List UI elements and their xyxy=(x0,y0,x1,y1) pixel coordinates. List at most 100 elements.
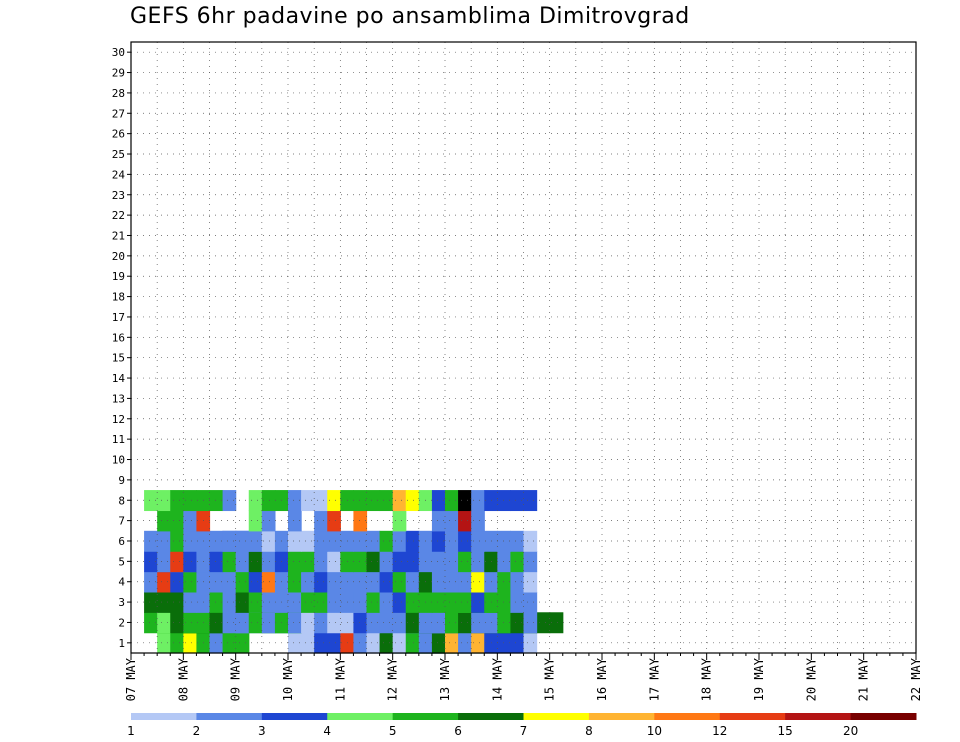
heatmap-cell xyxy=(392,490,407,512)
heatmap-cell xyxy=(523,612,538,634)
x-axis: 07 MAY 08 MAY 09 MAY 10 MAY 11 MAY 12 MAY 13 M… xyxy=(124,653,923,701)
heatmap-cell xyxy=(183,591,198,613)
heatmap-cell xyxy=(248,571,263,593)
heatmap-cell xyxy=(379,490,394,512)
heatmap-cell xyxy=(261,551,276,573)
heatmap-cell xyxy=(458,612,472,634)
heatmap-cell xyxy=(288,490,302,512)
heatmap-cell xyxy=(523,571,538,593)
heatmap-cell xyxy=(235,591,250,613)
heatmap-cell xyxy=(471,632,485,654)
heatmap-cell xyxy=(497,591,512,613)
heatmap-cell xyxy=(523,530,538,552)
heatmap-cell xyxy=(327,612,341,634)
heatmap-cell xyxy=(157,530,171,552)
heatmap-cell xyxy=(157,632,171,654)
colorbar-swatch xyxy=(392,713,459,720)
heatmap-cell xyxy=(183,551,198,573)
y-tick-label: 1 xyxy=(118,637,125,650)
heatmap-cell xyxy=(170,632,184,654)
colorbar-swatch xyxy=(196,713,263,720)
heatmap-cell xyxy=(523,551,538,573)
heatmap-cell xyxy=(288,632,302,654)
heatmap-cell xyxy=(144,571,158,593)
heatmap-cell xyxy=(301,551,315,573)
heatmap-cell xyxy=(510,530,525,552)
heatmap-cell xyxy=(222,571,237,593)
heatmap-cell xyxy=(144,612,158,634)
heatmap-cell xyxy=(510,632,525,654)
colorbar-swatch xyxy=(719,713,786,720)
heatmap-cell xyxy=(314,490,328,512)
heatmap-cell xyxy=(301,490,315,512)
heatmap-cell xyxy=(471,571,485,593)
heatmap-cell xyxy=(405,490,420,512)
heatmap-cell xyxy=(248,612,263,634)
colorbar-swatch xyxy=(327,713,394,720)
heatmap-cell xyxy=(170,551,184,573)
colorbar-label: 6 xyxy=(454,724,462,738)
heatmap-cell xyxy=(392,530,407,552)
heatmap-cell xyxy=(327,490,341,512)
colorbar-label: 10 xyxy=(647,724,662,738)
x-tick-label: 15 MAY xyxy=(543,657,557,701)
y-tick-label: 8 xyxy=(118,494,125,507)
heatmap-cell xyxy=(497,551,512,573)
heatmap-cell xyxy=(497,530,512,552)
heatmap-cell xyxy=(445,490,459,512)
heatmap-cell xyxy=(497,571,512,593)
heatmap-cell xyxy=(431,490,446,512)
heatmap-cell xyxy=(392,612,407,634)
y-tick-label: 15 xyxy=(112,352,125,365)
heatmap-cell xyxy=(366,571,381,593)
heatmap-cell xyxy=(510,490,525,512)
colorbar: 1 2 3 4 5 6 7 8 10 12 15 20 xyxy=(127,713,917,738)
heatmap-cell xyxy=(261,510,276,532)
heatmap-cell xyxy=(248,510,263,532)
heatmap-cell xyxy=(458,551,472,573)
heatmap-cell xyxy=(314,632,328,654)
heatmap-cell xyxy=(209,571,224,593)
x-tick-label: 22 MAY xyxy=(909,657,923,701)
heatmap-cell xyxy=(431,612,446,634)
heatmap-cell xyxy=(288,530,302,552)
heatmap-cell xyxy=(170,571,184,593)
heatmap-cell xyxy=(183,632,198,654)
colorbar-label: 12 xyxy=(712,724,727,738)
heatmap-cell xyxy=(235,632,250,654)
heatmap-cell xyxy=(222,591,237,613)
x-tick-label: 14 MAY xyxy=(490,657,504,701)
heatmap-cell xyxy=(261,591,276,613)
y-tick-label: 26 xyxy=(112,128,125,141)
heatmap-cell xyxy=(445,612,459,634)
heatmap-cell xyxy=(458,530,472,552)
heatmap-cell xyxy=(235,612,250,634)
y-tick-label: 6 xyxy=(118,535,125,548)
heatmap-cell xyxy=(366,490,381,512)
heatmap-cell xyxy=(431,551,446,573)
heatmap-cell xyxy=(458,632,472,654)
heatmap-cell xyxy=(523,632,538,654)
heatmap-cell xyxy=(379,530,394,552)
heatmap-cell xyxy=(261,571,276,593)
y-tick-label: 2 xyxy=(118,616,125,629)
y-tick-label: 16 xyxy=(112,331,125,344)
y-tick-label: 10 xyxy=(112,454,125,467)
heatmap-cell xyxy=(170,612,184,634)
heatmap-cell xyxy=(144,490,158,512)
heatmap-cell xyxy=(536,612,551,634)
y-tick-label: 30 xyxy=(112,46,125,59)
heatmap-cell xyxy=(157,571,171,593)
x-tick-label: 16 MAY xyxy=(595,657,609,701)
y-tick-label: 23 xyxy=(112,189,125,202)
y-tick-label: 22 xyxy=(112,209,125,222)
y-tick-label: 11 xyxy=(112,433,125,446)
y-tick-label: 13 xyxy=(112,392,125,405)
heatmap-cell xyxy=(183,612,198,634)
heatmap-cell xyxy=(497,612,512,634)
heatmap-cell xyxy=(445,510,459,532)
heatmap-cell xyxy=(209,612,224,634)
colorbar-label: 15 xyxy=(778,724,793,738)
heatmap-cell xyxy=(366,591,381,613)
